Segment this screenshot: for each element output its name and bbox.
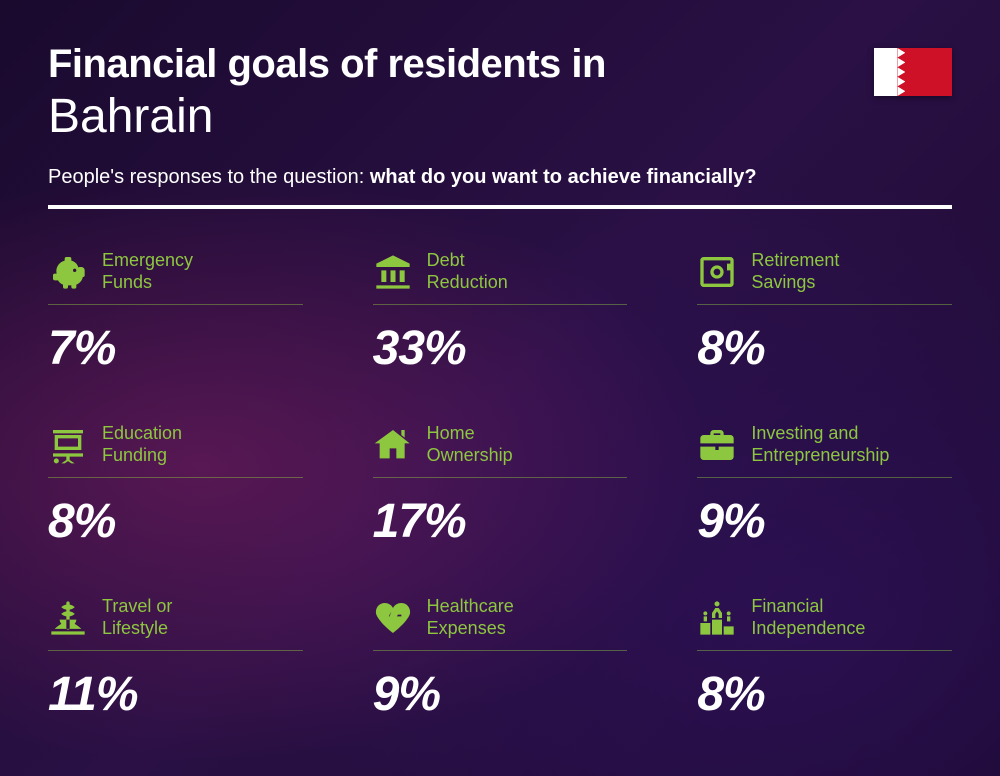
- subtitle-bold: what do you want to achieve financially?: [370, 166, 757, 188]
- flag-white-stripe: [874, 48, 897, 96]
- stat-value: 33%: [373, 321, 628, 376]
- stat-head: EmergencyFunds: [48, 249, 303, 305]
- country-flag: [874, 48, 952, 96]
- stat-value: 17%: [373, 494, 628, 549]
- stat-head: Investing andEntrepreneurship: [697, 422, 952, 478]
- stat-label: HomeOwnership: [427, 423, 513, 466]
- stat-value: 8%: [697, 667, 952, 722]
- stat-education-funding: EducationFunding 8%: [48, 422, 303, 549]
- stat-head: FinancialIndependence: [697, 595, 952, 651]
- podium-icon: [697, 598, 737, 638]
- presentation-icon: [48, 425, 88, 465]
- heart-pulse-icon: [373, 598, 413, 638]
- piggy-bank-icon: [48, 252, 88, 292]
- stat-value: 11%: [48, 667, 303, 722]
- stat-value: 7%: [48, 321, 303, 376]
- stat-value: 8%: [48, 494, 303, 549]
- page-title-prefix: Financial goals of residents in: [48, 42, 952, 87]
- travel-icon: [48, 598, 88, 638]
- house-icon: [373, 425, 413, 465]
- subtitle: People's responses to the question: what…: [48, 166, 952, 189]
- stat-label: FinancialIndependence: [751, 596, 865, 639]
- stat-value: 9%: [373, 667, 628, 722]
- stat-head: RetirementSavings: [697, 249, 952, 305]
- stat-label: HealthcareExpenses: [427, 596, 514, 639]
- stat-financial-independence: FinancialIndependence 8%: [697, 595, 952, 722]
- stat-head: Travel orLifestyle: [48, 595, 303, 651]
- header-divider: [48, 205, 952, 209]
- stats-grid: EmergencyFunds 7% DebtReduction 33% Reti…: [48, 249, 952, 722]
- stat-head: EducationFunding: [48, 422, 303, 478]
- stat-emergency-funds: EmergencyFunds 7%: [48, 249, 303, 376]
- stat-travel-lifestyle: Travel orLifestyle 11%: [48, 595, 303, 722]
- stat-home-ownership: HomeOwnership 17%: [373, 422, 628, 549]
- stat-label: EmergencyFunds: [102, 250, 193, 293]
- stat-value: 8%: [697, 321, 952, 376]
- stat-label: Travel orLifestyle: [102, 596, 172, 639]
- subtitle-plain: People's responses to the question:: [48, 166, 370, 188]
- stat-label: EducationFunding: [102, 423, 182, 466]
- stat-healthcare-expenses: HealthcareExpenses 9%: [373, 595, 628, 722]
- flag-red-stripe: [897, 48, 952, 96]
- stat-retirement-savings: RetirementSavings 8%: [697, 249, 952, 376]
- stat-value: 9%: [697, 494, 952, 549]
- stat-head: DebtReduction: [373, 249, 628, 305]
- header: Financial goals of residents in Bahrain …: [48, 42, 952, 209]
- stat-head: HealthcareExpenses: [373, 595, 628, 651]
- stat-head: HomeOwnership: [373, 422, 628, 478]
- stat-debt-reduction: DebtReduction 33%: [373, 249, 628, 376]
- stat-label: DebtReduction: [427, 250, 508, 293]
- bank-icon: [373, 252, 413, 292]
- briefcase-icon: [697, 425, 737, 465]
- stat-label: RetirementSavings: [751, 250, 839, 293]
- stat-label: Investing andEntrepreneurship: [751, 423, 889, 466]
- safe-icon: [697, 252, 737, 292]
- stat-investing-entrepreneurship: Investing andEntrepreneurship 9%: [697, 422, 952, 549]
- page-title-country: Bahrain: [48, 89, 952, 144]
